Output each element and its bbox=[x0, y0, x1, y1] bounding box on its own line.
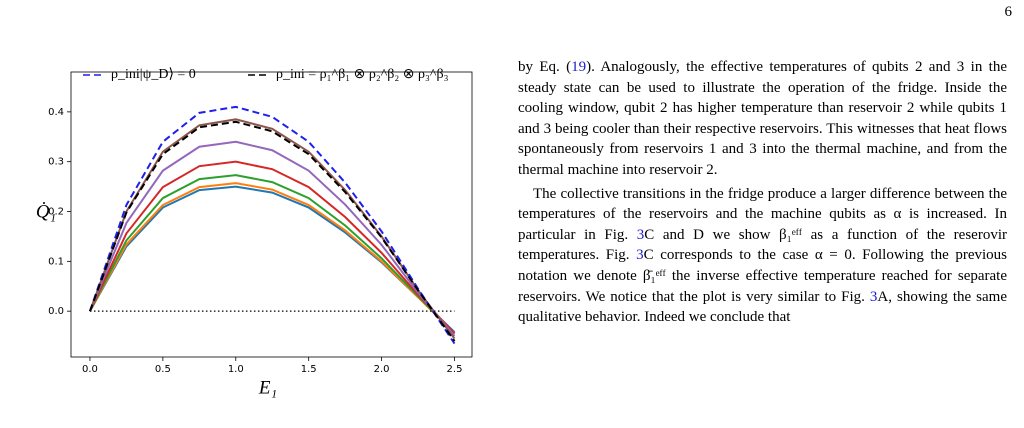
chart: Q̇₁ E₁ 0.0 0.5 1.0 1.5 2.0 2.5 0.0 0.1 0.2 0.3 0.4… bbox=[36, 67, 473, 398]
y-tick-label: 0.2 bbox=[48, 207, 64, 218]
x-tick-label: 0.0 bbox=[82, 364, 98, 375]
text-run: C and D we show β₁ᵉᶠᶠ as a function of t… bbox=[518, 226, 1007, 264]
y-tick-label: 0.3 bbox=[48, 157, 64, 168]
text-run: C corresponds to the case α = 0. Followi… bbox=[518, 247, 1007, 305]
series-line bbox=[89, 174, 456, 335]
legend-label: ρ_ini|ψ_D⟩ = 0 bbox=[111, 67, 196, 82]
reference-link[interactable]: 3 bbox=[869, 288, 878, 305]
text-run: A, showing the same qualitative behavior… bbox=[518, 288, 1007, 326]
text-run: by Eq. ( bbox=[518, 59, 572, 75]
y-tick-label: 0.4 bbox=[48, 107, 64, 118]
series-line bbox=[89, 118, 456, 340]
x-axis-label: E₁ bbox=[258, 377, 277, 398]
paragraph: The collective transitions in the fridge… bbox=[518, 184, 1007, 328]
text-run: ). Analogously, the effective temperatur… bbox=[518, 59, 1007, 178]
x-tick-label: 1.5 bbox=[301, 364, 317, 375]
y-tick-label: 0.1 bbox=[48, 256, 64, 267]
reference-link[interactable]: 3 bbox=[636, 247, 644, 264]
plot-frame bbox=[70, 71, 473, 358]
x-tick-label: 1.0 bbox=[228, 364, 244, 375]
text-run: The collective transitions in the fridge… bbox=[518, 185, 1007, 243]
x-tick-label: 0.5 bbox=[155, 364, 171, 375]
paragraph: by Eq. (19). Analogously, the effective … bbox=[518, 57, 1007, 181]
series-line bbox=[89, 182, 456, 335]
x-tick-label: 2.5 bbox=[447, 364, 463, 375]
series-line bbox=[89, 140, 456, 337]
legend-label: ρ_ini = ρ₁^β₁ ⊗ ρ₂^β₂ ⊗ ρ₃^β₃ bbox=[276, 67, 449, 82]
series-line bbox=[89, 160, 456, 335]
x-tick-label: 2.0 bbox=[374, 364, 390, 375]
series-line bbox=[89, 120, 456, 342]
series-line bbox=[89, 105, 456, 345]
y-tick-label: 0.0 bbox=[48, 306, 64, 317]
page-number: 6 bbox=[1004, 4, 1013, 20]
reference-link[interactable]: 3 bbox=[636, 226, 645, 243]
y-axis-label: Q̇₁ bbox=[36, 200, 56, 222]
text-column: by Eq. (19). Analogously, the effective … bbox=[518, 57, 1007, 428]
reference-link[interactable]: 19 bbox=[571, 59, 587, 75]
